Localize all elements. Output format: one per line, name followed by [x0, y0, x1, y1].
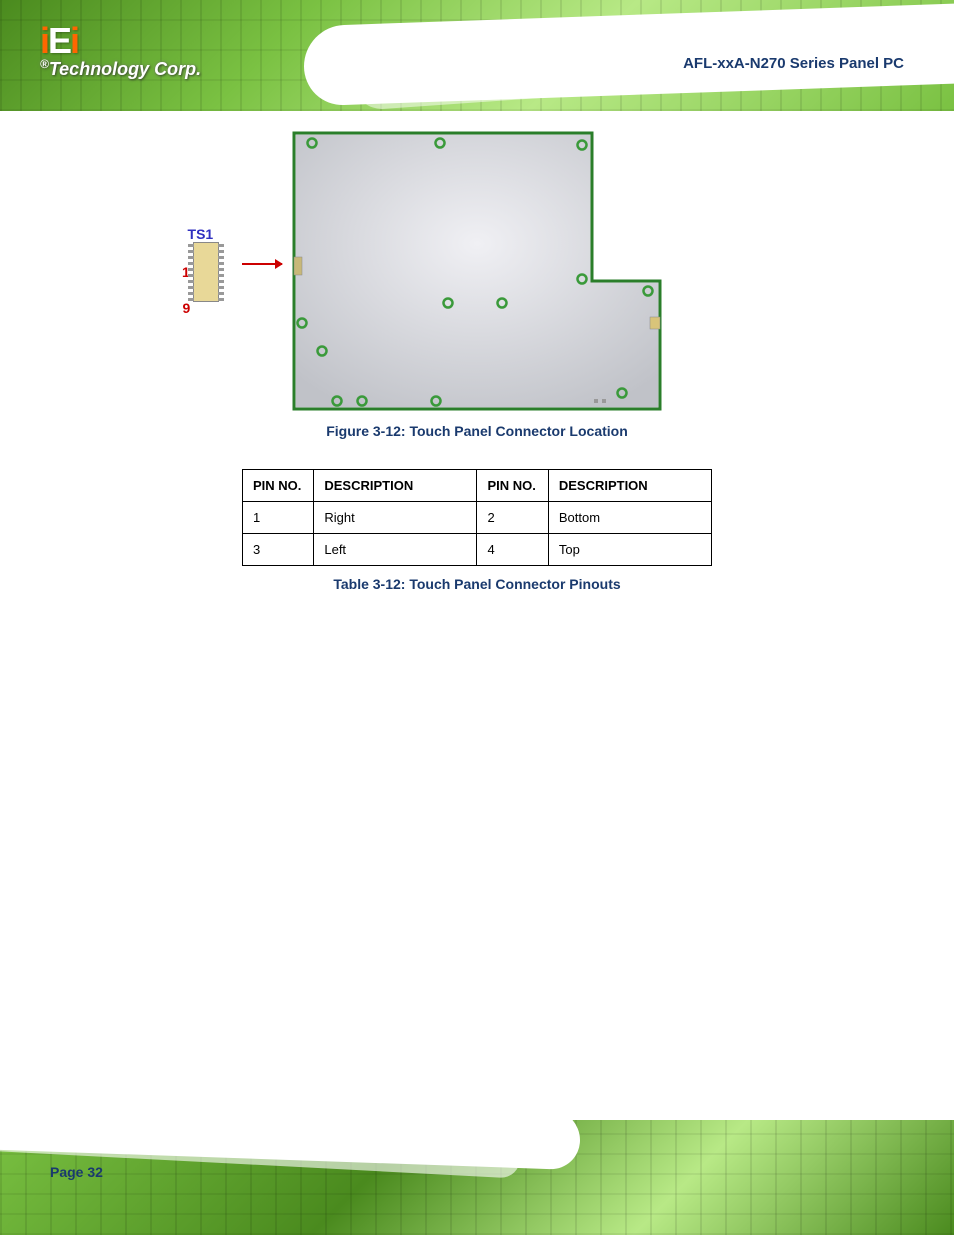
table-caption: Table 3-12: Touch Panel Connector Pinout…	[80, 576, 874, 592]
product-title: AFL-xxA-N270 Series Panel PC	[683, 55, 904, 72]
connector-arrow-icon	[242, 263, 282, 265]
cell-pin: 1	[243, 502, 314, 534]
logo-tagline: ®Technology Corp.	[40, 57, 201, 80]
connector-label: TS1	[188, 226, 214, 242]
col-header: PIN NO.	[477, 470, 548, 502]
cell-pin: 3	[243, 534, 314, 566]
table-header-row: PIN NO. DESCRIPTION PIN NO. DESCRIPTION	[243, 470, 712, 502]
connector-callout: TS1 1 9	[182, 226, 219, 316]
cell-desc: Bottom	[548, 502, 711, 534]
page-content: TS1 1 9	[0, 111, 954, 612]
header-banner: iEi ®Technology Corp. AFL-xxA-N270 Serie…	[0, 0, 954, 111]
cell-pin: 2	[477, 502, 548, 534]
col-header: DESCRIPTION	[548, 470, 711, 502]
col-header: DESCRIPTION	[314, 470, 477, 502]
cell-desc: Top	[548, 534, 711, 566]
footer-banner: Page 32	[0, 1120, 954, 1235]
page-number: Page 32	[50, 1164, 103, 1180]
logo-iei: iEi	[40, 20, 201, 62]
cell-desc: Left	[314, 534, 477, 566]
pcb-figure: TS1 1 9	[257, 131, 697, 411]
col-header: PIN NO.	[243, 470, 314, 502]
cell-pin: 4	[477, 534, 548, 566]
pinout-table: PIN NO. DESCRIPTION PIN NO. DESCRIPTION …	[242, 469, 712, 566]
cell-desc: Right	[314, 502, 477, 534]
pin-number-bottom: 9	[183, 300, 191, 316]
table-row: 1 Right 2 Bottom	[243, 502, 712, 534]
connector-chip-icon	[193, 242, 219, 302]
pcb-board-diagram	[292, 131, 662, 411]
logo-block: iEi ®Technology Corp.	[40, 20, 201, 80]
table-row: 3 Left 4 Top	[243, 534, 712, 566]
figure-caption: Figure 3-12: Touch Panel Connector Locat…	[80, 423, 874, 439]
